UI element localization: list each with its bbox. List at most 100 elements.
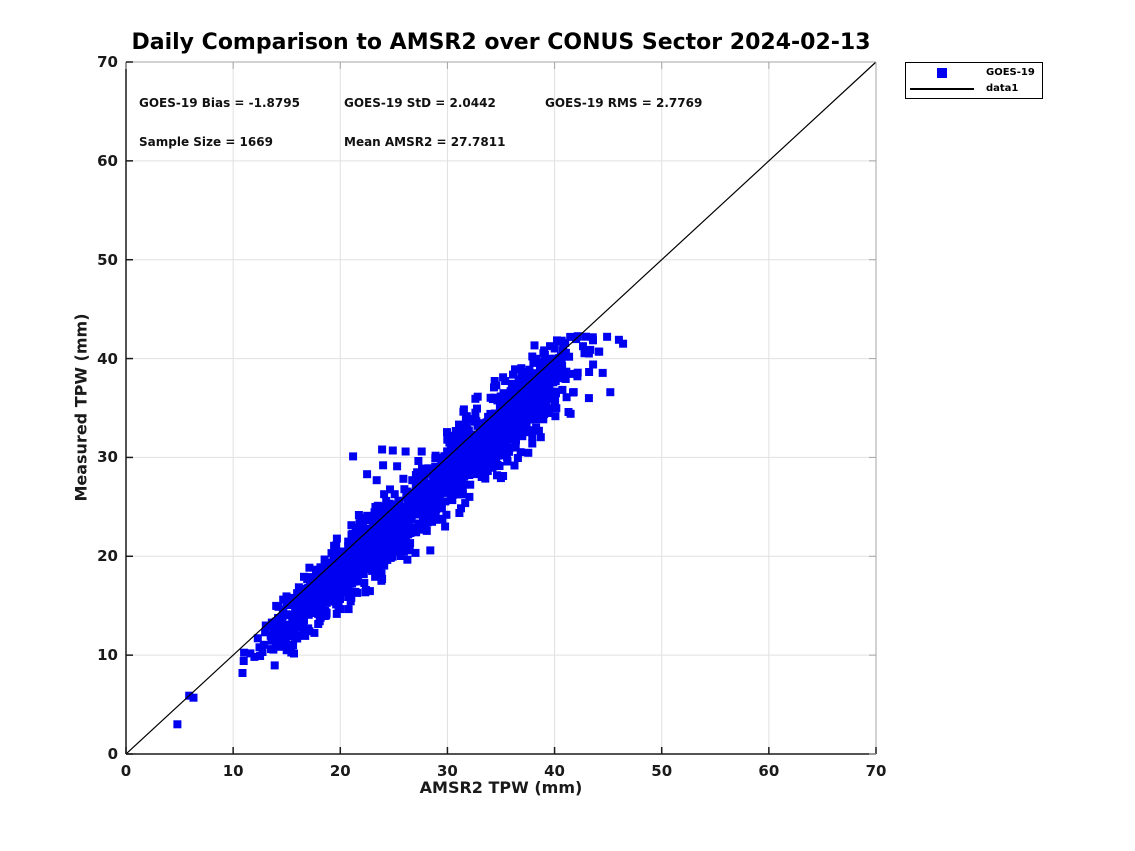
data-point [312, 565, 320, 574]
data-point [496, 474, 505, 483]
data-point [290, 619, 299, 628]
chart-title: Daily Comparison to AMSR2 over CONUS Sec… [131, 30, 871, 55]
data-point [297, 606, 306, 615]
data-point [274, 614, 283, 622]
data-point [466, 470, 475, 479]
data-point [354, 541, 363, 550]
data-point [492, 381, 501, 390]
data-point [299, 592, 308, 601]
data-point [414, 519, 423, 528]
data-point [382, 508, 391, 516]
data-point [446, 495, 455, 504]
data-point [537, 368, 545, 377]
data-point [501, 423, 510, 432]
data-point [370, 541, 379, 550]
data-point [173, 720, 182, 729]
data-point [474, 470, 482, 479]
data-point [354, 577, 363, 586]
data-point [505, 443, 514, 452]
data-point [377, 576, 386, 585]
data-point [461, 445, 470, 454]
data-point [391, 506, 400, 515]
legend-marker-glyph [910, 87, 974, 90]
data-point [443, 476, 451, 485]
data-point [331, 563, 340, 572]
data-point [488, 458, 497, 467]
data-point [527, 426, 536, 435]
data-point [419, 484, 428, 493]
data-point [377, 509, 386, 518]
data-point [545, 382, 554, 390]
data-point [238, 669, 247, 677]
data-point [501, 432, 509, 441]
data-point [352, 571, 361, 580]
data-point [398, 505, 407, 514]
data-point [514, 375, 523, 384]
data-point [331, 546, 340, 555]
data-point [521, 368, 529, 377]
data-point [432, 515, 441, 524]
data-point [387, 532, 396, 541]
data-point [441, 497, 450, 506]
data-point [373, 555, 382, 564]
data-point [421, 480, 430, 489]
data-point [524, 448, 533, 457]
data-point [327, 572, 336, 581]
data-point [372, 476, 381, 485]
data-point [528, 439, 537, 448]
data-point [569, 388, 578, 397]
x-tick-label: 0 [120, 762, 132, 780]
data-point [365, 548, 374, 557]
data-point [382, 537, 391, 546]
data-point [426, 546, 435, 555]
data-point [539, 380, 548, 388]
data-point [545, 354, 554, 363]
data-point [325, 590, 334, 599]
data-point [445, 438, 454, 447]
data-point [373, 549, 381, 557]
data-point [377, 569, 386, 578]
data-point [451, 427, 460, 435]
data-point [446, 457, 455, 466]
data-point [506, 435, 515, 444]
data-point [481, 444, 490, 452]
data-point [189, 693, 198, 702]
data-point [516, 448, 525, 457]
data-point [324, 558, 333, 567]
data-point [332, 609, 341, 618]
data-point [417, 508, 426, 517]
data-point [461, 468, 470, 477]
data-point [484, 433, 493, 442]
data-point [461, 499, 470, 508]
data-point [455, 455, 464, 464]
data-point [438, 484, 447, 493]
data-point [509, 370, 517, 379]
one-to-one-line [125, 61, 877, 755]
data-point [273, 626, 282, 635]
x-tick-label: 60 [758, 762, 780, 780]
data-point [544, 409, 553, 417]
data-point [406, 539, 415, 548]
data-point [510, 427, 519, 436]
data-point [422, 526, 431, 535]
legend-square-marker-icon [906, 67, 978, 78]
data-point [293, 589, 302, 598]
data-point [561, 348, 570, 357]
data-point [379, 461, 388, 470]
data-point [357, 527, 366, 536]
legend-item: data1 [906, 82, 1042, 96]
data-point [431, 509, 440, 518]
data-point [325, 597, 334, 606]
legend-item-label: data1 [986, 83, 1019, 94]
data-point [372, 518, 380, 526]
data-point [447, 482, 456, 490]
data-point [480, 439, 488, 448]
data-point [327, 549, 336, 558]
data-point [580, 349, 589, 358]
data-point [529, 387, 538, 396]
data-point [417, 447, 426, 456]
data-point [363, 511, 372, 520]
data-point [346, 561, 355, 570]
data-point [510, 461, 519, 470]
data-point [365, 516, 374, 525]
